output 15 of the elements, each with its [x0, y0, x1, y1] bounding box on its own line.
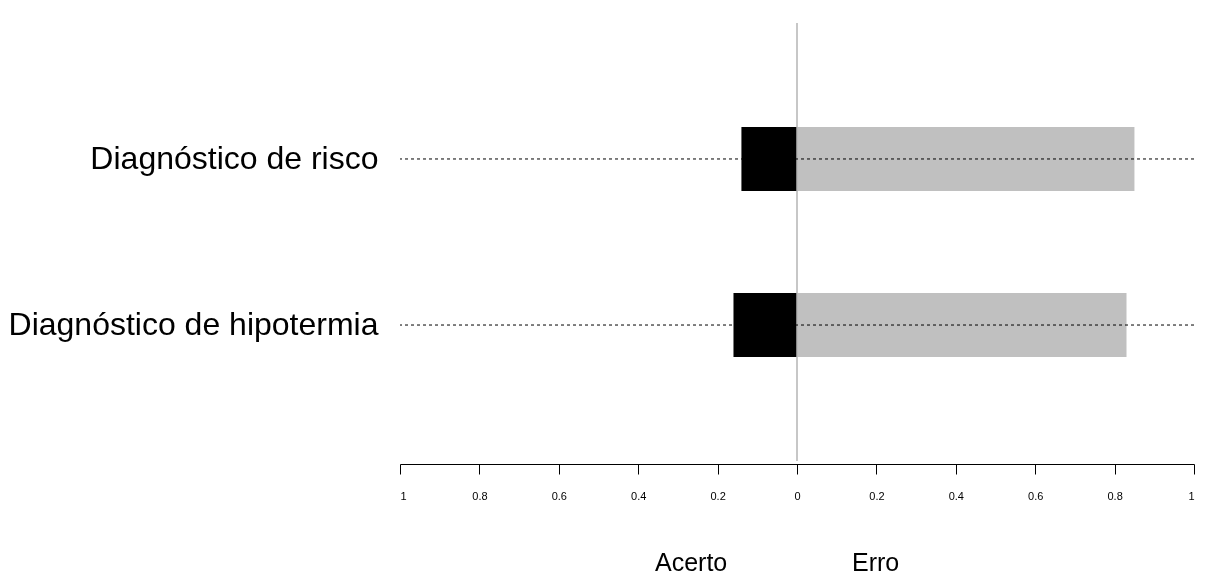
x-tick-label: 1 — [400, 489, 407, 502]
x-tick-label: 0.8 — [1107, 489, 1123, 502]
x-tick-label: 0.6 — [551, 489, 567, 502]
x-tick-label: 0.2 — [710, 489, 726, 502]
text: Acerto — [655, 548, 728, 574]
x-tick-label: 0.4 — [948, 489, 964, 502]
y-tick-label: Diagnóstico de hipotermia — [8, 306, 379, 343]
x-tick-label: 1 — [1188, 489, 1195, 502]
x-tick-label: 0.2 — [869, 489, 885, 502]
y-tick-label: Diagnóstico de risco — [90, 139, 379, 176]
text: Erro — [852, 548, 900, 574]
x-tick-label: 0.8 — [472, 489, 488, 502]
x-tick-label: 0.6 — [1028, 489, 1044, 502]
x-tick-label: 0.4 — [631, 489, 647, 502]
x-tick-label: 0 — [794, 489, 801, 502]
